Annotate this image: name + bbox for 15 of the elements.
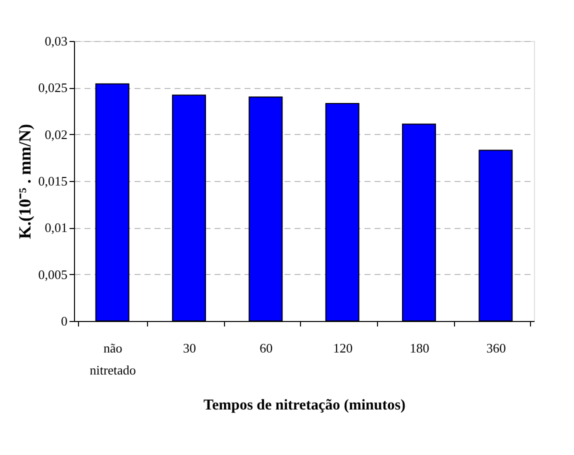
y-tick-label: 0,005 <box>38 266 68 282</box>
y-tick-label: 0,025 <box>38 80 68 96</box>
x-tick-label: 180 <box>410 340 430 356</box>
x-tick-label: 120 <box>333 340 353 356</box>
x-tick-label: 30 <box>183 340 196 356</box>
y-tick-label: 0,015 <box>38 174 68 188</box>
y-axis-title: K.(10⁻⁵ . mm/N) <box>15 124 34 239</box>
y-tick-label: 0,03 <box>44 34 68 48</box>
y-tick-label: 0 <box>61 314 68 328</box>
x-axis-title: Tempos de nitretação (minutos) <box>203 398 406 414</box>
y-tick-label: 0,01 <box>44 220 68 236</box>
x-tick-label: 360 <box>486 340 506 356</box>
y-tick-label: 0,02 <box>44 126 68 142</box>
x-tick-label: não nitretado <box>90 340 136 378</box>
x-tick-label: 60 <box>260 340 273 356</box>
